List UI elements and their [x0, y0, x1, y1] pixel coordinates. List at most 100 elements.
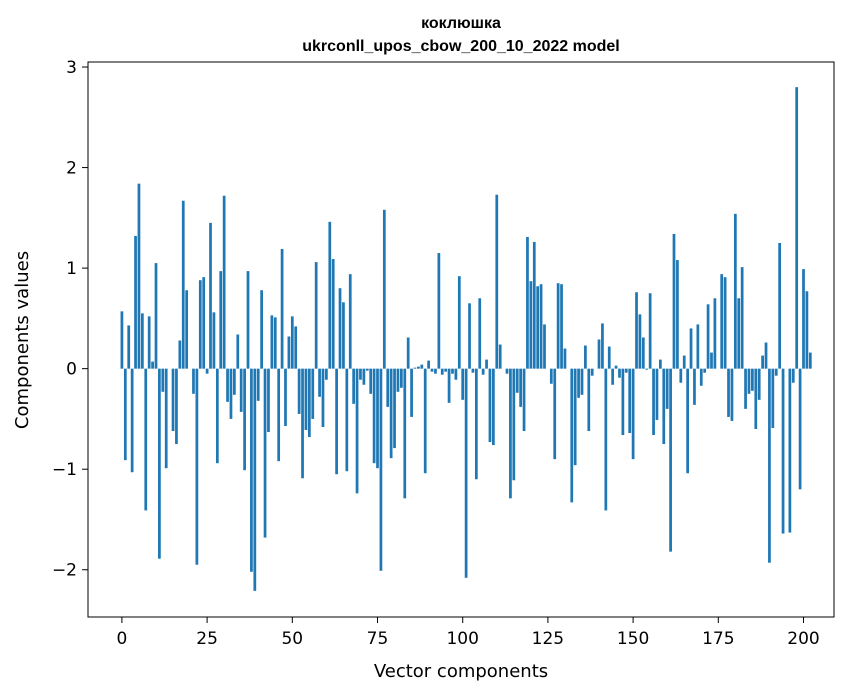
- bar-172: [707, 304, 710, 368]
- y-tick-label: 3: [66, 58, 77, 78]
- bar-37: [247, 271, 250, 369]
- bar-102: [468, 303, 471, 368]
- bar-9: [151, 362, 154, 369]
- bar-15: [172, 369, 175, 431]
- bar-136: [584, 346, 587, 369]
- bar-91: [431, 369, 434, 372]
- bar-65: [342, 302, 345, 368]
- bar-42: [264, 369, 267, 538]
- bar-181: [737, 298, 740, 368]
- bar-180: [734, 214, 737, 369]
- bar-96: [448, 369, 451, 403]
- bar-41: [260, 290, 263, 368]
- bar-57: [315, 262, 318, 369]
- bar-120: [530, 281, 533, 368]
- bar-83: [403, 369, 406, 499]
- bar-103: [472, 369, 475, 373]
- x-tick-label: 100: [446, 629, 478, 649]
- bar-122: [536, 286, 539, 368]
- bar-189: [765, 343, 768, 369]
- bar-106: [482, 369, 485, 375]
- bar-97: [451, 369, 454, 374]
- bar-161: [669, 369, 672, 552]
- bar-202: [809, 353, 812, 369]
- bar-10: [155, 263, 158, 369]
- bar-145: [615, 366, 618, 369]
- bar-25: [206, 369, 209, 374]
- bar-146: [618, 369, 621, 378]
- bar-51: [294, 326, 297, 368]
- x-tick-label: 150: [617, 629, 649, 649]
- bar-4: [134, 236, 137, 369]
- bar-67: [349, 274, 352, 369]
- bar-157: [656, 369, 659, 420]
- bar-28: [216, 369, 219, 464]
- bar-119: [526, 237, 529, 369]
- y-tick-label: −1: [52, 460, 77, 480]
- bar-138: [591, 369, 594, 376]
- bar-7: [144, 369, 147, 511]
- bar-2: [127, 325, 130, 368]
- bar-132: [570, 369, 573, 503]
- x-axis-label: Vector components: [374, 661, 548, 682]
- bar-169: [696, 324, 699, 368]
- x-tick-label: 75: [367, 629, 389, 649]
- bar-178: [727, 369, 730, 417]
- bar-70: [359, 369, 362, 380]
- x-tick-label: 200: [787, 629, 819, 649]
- bar-22: [196, 369, 199, 565]
- bar-99: [458, 276, 461, 369]
- bar-29: [219, 271, 222, 369]
- bar-18: [182, 201, 185, 369]
- bar-61: [328, 222, 331, 369]
- bar-153: [642, 337, 645, 368]
- y-axis-label: Components values: [12, 251, 33, 429]
- bar-45: [274, 317, 277, 368]
- bar-191: [771, 369, 774, 428]
- bar-197: [792, 369, 795, 383]
- bar-64: [339, 288, 342, 368]
- bar-160: [666, 369, 669, 409]
- bar-58: [318, 369, 321, 397]
- bar-8: [148, 316, 151, 368]
- bar-94: [441, 369, 444, 375]
- bar-80: [393, 369, 396, 448]
- bar-60: [325, 369, 328, 380]
- bar-62: [332, 259, 335, 369]
- bar-149: [628, 369, 631, 433]
- bar-166: [686, 369, 689, 474]
- bar-185: [751, 369, 754, 391]
- bar-34: [236, 334, 239, 368]
- bar-17: [178, 341, 181, 369]
- bar-165: [683, 356, 686, 369]
- bar-110: [495, 195, 498, 369]
- bar-111: [499, 345, 502, 369]
- bar-54: [305, 369, 308, 430]
- bar-192: [775, 369, 778, 376]
- bar-162: [673, 234, 676, 369]
- bar-151: [635, 292, 638, 368]
- bar-142: [604, 369, 607, 511]
- bar-49: [288, 336, 291, 368]
- bar-73: [369, 369, 372, 394]
- bar-124: [543, 324, 546, 368]
- bar-116: [516, 369, 519, 393]
- bar-92: [434, 369, 437, 374]
- x-tick-label: 125: [532, 629, 564, 649]
- bar-44: [271, 315, 274, 368]
- bar-147: [622, 369, 625, 435]
- bar-158: [659, 360, 662, 369]
- bar-0: [121, 311, 124, 368]
- bar-150: [632, 369, 635, 459]
- bar-101: [465, 369, 468, 578]
- bar-81: [397, 369, 400, 392]
- bar-126: [550, 369, 553, 384]
- bar-174: [714, 298, 717, 368]
- bar-179: [731, 369, 734, 421]
- bar-33: [233, 369, 236, 395]
- bar-71: [363, 369, 366, 385]
- bar-168: [693, 369, 696, 405]
- bar-137: [587, 369, 590, 431]
